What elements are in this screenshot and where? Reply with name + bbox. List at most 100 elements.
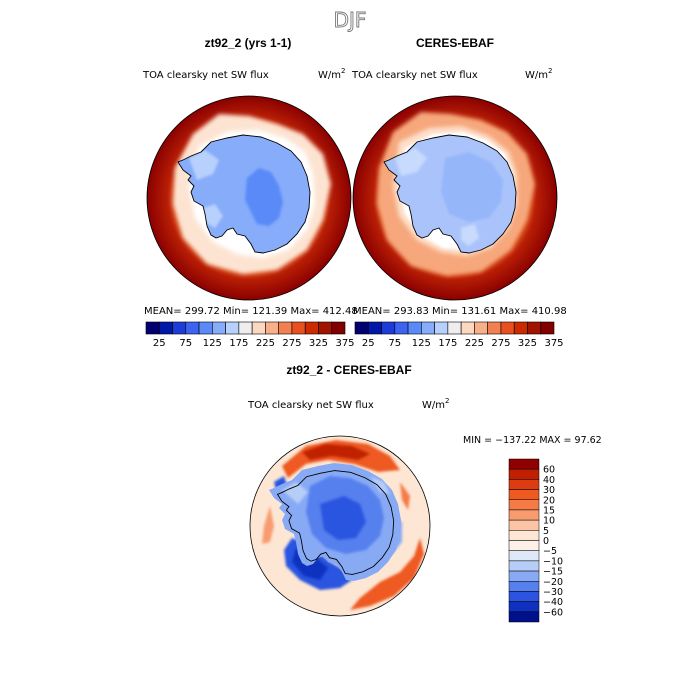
colorbar-difference-box-14: [508, 601, 540, 613]
colorbar-difference-label-1: 40: [543, 475, 555, 486]
colorbar-difference-label-8: −5: [543, 546, 557, 557]
colorbar-difference-box-1: [508, 468, 540, 480]
colorbar-model-box-8: [251, 321, 266, 335]
colorbar-model-box-9: [265, 321, 279, 335]
colorbar-model-box-4: [198, 321, 213, 335]
colorbar-difference-label-14: −60: [543, 607, 563, 618]
colorbar-observation-box-3: [394, 321, 409, 335]
colorbar-difference-box-8: [508, 540, 540, 551]
colorbar-model: 25 75 125 175 225 275 325 375: [145, 321, 355, 349]
colorbar-model-label-6: 325: [309, 338, 328, 349]
colorbar-observation-box-13: [527, 321, 542, 335]
colorbar-model-label-4: 225: [256, 338, 275, 349]
colorbar-observation-box-14: [540, 321, 555, 335]
panel-model-units: W/m 2: [318, 67, 345, 81]
colorbar-model-box-3: [185, 321, 200, 335]
colorbar-difference-label-5: 10: [543, 516, 555, 527]
panel-difference-header: zt92_2 - CERES-EBAF: [286, 363, 411, 377]
colorbar-observation-box-7: [447, 321, 462, 335]
colorbar-observation-box-10: [487, 321, 502, 335]
panel-difference-variable: TOA clearsky net SW flux: [247, 400, 374, 411]
colorbar-observation-box-6: [434, 321, 449, 335]
panel-model: zt92_2 (yrs 1-1) TOA clearsky net SW flu…: [142, 36, 358, 349]
colorbar-difference-box-11: [508, 570, 540, 582]
colorbar-model-label-0: 25: [153, 338, 166, 349]
colorbar-observation-label-0: 25: [362, 338, 375, 349]
svg-text:W/m: W/m: [318, 70, 341, 81]
panel-model-variable: TOA clearsky net SW flux: [142, 70, 269, 81]
colorbar-model-box-6: [225, 321, 240, 335]
panel-observation-map: [352, 95, 558, 301]
panel-observation-stats: MEAN= 293.83 Min= 131.61 Max= 410.98: [353, 306, 567, 317]
colorbar-model-box-2: [172, 321, 187, 335]
colorbar-observation-box-9: [474, 321, 488, 335]
panel-difference: zt92_2 - CERES-EBAF TOA clearsky net SW …: [247, 363, 602, 623]
colorbar-observation-box-12: [513, 321, 528, 335]
colorbar-model-box-12: [304, 321, 319, 335]
colorbar-difference-label-2: 30: [543, 485, 555, 496]
colorbar-difference-box-4: [508, 499, 540, 511]
colorbar-difference-box-9: [508, 550, 540, 562]
colorbar-difference-box-2: [508, 479, 540, 490]
svg-text:2: 2: [548, 67, 552, 75]
svg-text:W/m: W/m: [525, 70, 548, 81]
colorbar-model-label-2: 125: [203, 338, 222, 349]
colorbar-model-box-13: [318, 321, 333, 335]
colorbar-difference-label-7: 0: [543, 536, 549, 547]
panel-model-header: zt92_2 (yrs 1-1): [205, 36, 292, 50]
colorbar-difference-box-0: [508, 458, 540, 470]
colorbar-observation-box-11: [500, 321, 515, 335]
colorbar-model-box-1: [158, 321, 173, 335]
colorbar-observation-label-6: 325: [518, 338, 537, 349]
colorbar-difference-label-12: −30: [543, 587, 563, 598]
panel-difference-map: [249, 435, 431, 617]
colorbar-observation-box-8: [460, 321, 475, 335]
colorbar-difference-box-15: [508, 611, 540, 623]
colorbar-observation-label-3: 175: [438, 338, 457, 349]
colorbar-observation-label-2: 125: [412, 338, 431, 349]
colorbar-observation: 25 75 125 175 225 275 325 375: [354, 321, 564, 349]
colorbar-model-label-3: 175: [229, 338, 248, 349]
colorbar-observation-box-0: [354, 321, 369, 335]
colorbar-difference-label-6: 5: [543, 526, 549, 537]
colorbar-model-box-14: [331, 321, 346, 335]
colorbar-difference-box-7: [508, 530, 540, 541]
svg-text:2: 2: [341, 67, 345, 75]
colorbar-observation-box-1: [367, 321, 382, 335]
panel-observation: CERES-EBAF TOA clearsky net SW flux W/m …: [351, 36, 567, 349]
colorbar-difference-box-6: [508, 519, 540, 531]
colorbar-observation-box-4: [407, 321, 422, 335]
colorbar-model-box-10: [278, 321, 293, 335]
colorbar-observation-label-7: 375: [544, 338, 563, 349]
colorbar-difference-box-12: [508, 581, 540, 592]
panel-difference-minmax: MIN = −137.22 MAX = 97.62: [463, 435, 602, 446]
colorbar-difference-label-10: −15: [543, 567, 563, 578]
colorbar-difference-box-10: [508, 560, 540, 572]
colorbar-difference-label-13: −40: [543, 597, 563, 608]
panel-model-map: [146, 95, 352, 301]
colorbar-model-box-5: [212, 321, 226, 335]
colorbar-observation-box-2: [381, 321, 396, 335]
page-title: DJF: [334, 8, 367, 32]
colorbar-difference-label-11: −20: [543, 577, 563, 588]
colorbar-observation-box-5: [421, 321, 435, 335]
colorbar-difference-label-0: 60: [543, 465, 555, 476]
colorbar-difference-box-13: [508, 591, 540, 602]
colorbar-difference-label-9: −10: [543, 556, 563, 567]
colorbar-model-box-11: [291, 321, 306, 335]
colorbar-difference-box-5: [508, 509, 540, 521]
panel-difference-units: W/m 2: [422, 397, 449, 411]
panel-observation-header: CERES-EBAF: [416, 36, 494, 50]
colorbar-difference-box-3: [508, 489, 540, 500]
colorbar-model-box-0: [145, 321, 160, 335]
panel-model-stats: MEAN= 299.72 Min= 121.39 Max= 412.48: [144, 306, 358, 317]
colorbar-model-label-5: 275: [282, 338, 301, 349]
panel-observation-variable: TOA clearsky net SW flux: [351, 70, 478, 81]
colorbar-difference-label-4: 15: [543, 505, 555, 516]
panel-observation-units: W/m 2: [525, 67, 552, 81]
colorbar-model-label-1: 75: [179, 338, 192, 349]
colorbar-model-label-7: 375: [335, 338, 354, 349]
colorbar-model-box-7: [238, 321, 253, 335]
